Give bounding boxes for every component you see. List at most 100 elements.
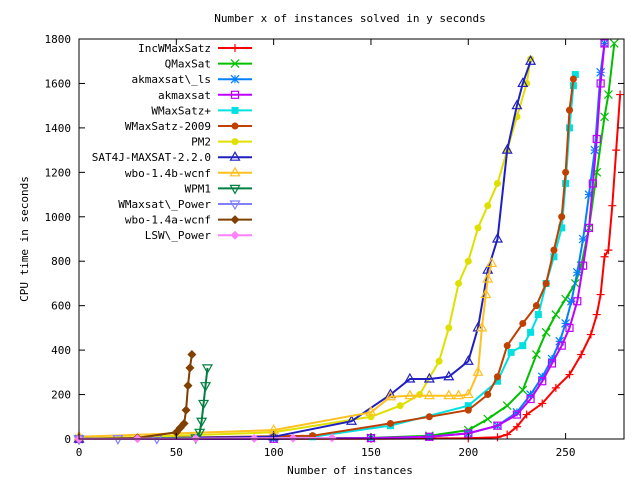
data-point: [345, 414, 358, 425]
data-point: [588, 179, 597, 188]
y-tick-label: 400: [51, 344, 71, 357]
data-point: [425, 432, 434, 441]
x-tick-label: 250: [556, 446, 576, 459]
data-point: [557, 341, 566, 350]
legend-label: akmaxsat: [158, 89, 211, 102]
data-point: [522, 410, 531, 419]
data-point: [578, 234, 588, 244]
data-point: [596, 79, 605, 88]
series-6: [75, 55, 535, 443]
data-point: [567, 296, 576, 306]
legend-item: WMaxSatz-2009: [125, 120, 252, 133]
data-point: [558, 224, 566, 232]
legend-label: QMaxSat: [165, 58, 211, 71]
data-point: [586, 330, 595, 339]
data-point: [596, 67, 606, 77]
data-point: [486, 257, 498, 268]
data-point: [526, 390, 535, 399]
data-point: [181, 405, 191, 415]
data-point: [565, 370, 574, 379]
legend-item: WMaxsat\_Power: [118, 198, 252, 211]
data-point: [201, 364, 213, 375]
data-point: [577, 350, 586, 359]
data-point: [384, 390, 396, 401]
data-point: [604, 90, 613, 99]
data-point: [327, 433, 337, 443]
data-point: [507, 348, 515, 356]
data-point: [600, 252, 609, 261]
data-point: [484, 391, 492, 399]
series-layer: [73, 39, 625, 446]
data-point: [501, 143, 513, 154]
data-point: [365, 406, 377, 416]
legend-item: LSW\_Power: [145, 229, 252, 242]
legend-marker: [230, 215, 240, 225]
legend-item: akmaxsat: [158, 89, 252, 102]
data-point: [551, 383, 560, 392]
data-point: [482, 272, 494, 283]
legend-marker: [229, 184, 241, 195]
legend-marker: [230, 230, 240, 240]
data-point: [558, 213, 566, 221]
y-tick-label: 800: [51, 255, 71, 268]
data-point: [512, 410, 522, 419]
legend-marker: [230, 74, 240, 84]
data-point: [423, 389, 435, 400]
x-tick-label: 150: [361, 446, 381, 459]
data-point: [551, 310, 561, 319]
data-point: [455, 279, 463, 287]
data-point: [502, 401, 512, 411]
data-point: [518, 385, 528, 395]
data-point: [480, 288, 492, 299]
legend-marker: [231, 138, 239, 146]
data-point: [590, 145, 600, 155]
data-point: [483, 414, 493, 424]
data-point: [616, 90, 625, 99]
data-point: [268, 430, 280, 441]
data-point: [493, 377, 501, 385]
legend-label: WMaxSatz-2009: [125, 120, 211, 133]
y-tick-label: 200: [51, 389, 71, 402]
series-0: [75, 90, 625, 443]
data-point: [537, 372, 547, 382]
data-point: [584, 190, 594, 199]
data-point: [538, 399, 547, 408]
data-point: [443, 389, 455, 400]
data-point: [187, 350, 197, 360]
data-point: [194, 428, 206, 439]
legend-label: WMaxSatz+: [151, 104, 211, 117]
y-tick-label: 0: [64, 433, 71, 446]
data-point: [519, 319, 527, 327]
data-point: [443, 370, 455, 381]
data-point: [592, 310, 601, 319]
series-line: [78, 263, 493, 438]
y-tick-label: 1200: [45, 166, 72, 179]
y-tick-label: 1800: [45, 33, 72, 46]
legend-label: WPM1: [185, 182, 212, 195]
data-point: [566, 124, 573, 132]
data-point: [527, 328, 535, 336]
legend-label: PM2: [191, 136, 211, 149]
data-point: [512, 407, 522, 417]
y-tick-label: 600: [51, 300, 71, 313]
legend-item: WMaxSatz+: [151, 104, 252, 117]
data-point: [464, 406, 472, 414]
data-point: [464, 257, 472, 265]
data-point: [416, 391, 424, 399]
data-point: [503, 342, 511, 350]
series-line: [78, 78, 575, 440]
data-point: [550, 253, 558, 261]
data-point: [425, 413, 433, 421]
data-point: [472, 366, 484, 376]
data-point: [600, 112, 609, 122]
data-point: [569, 75, 577, 83]
data-point: [435, 357, 443, 365]
data-point: [565, 323, 574, 332]
legend-label: wbo-1.4a-wcnf: [125, 214, 211, 227]
series-line: [78, 60, 532, 440]
data-point: [596, 290, 605, 299]
y-axis-label: CPU time in seconds: [18, 176, 31, 302]
data-point: [517, 77, 529, 88]
data-point: [493, 373, 501, 381]
